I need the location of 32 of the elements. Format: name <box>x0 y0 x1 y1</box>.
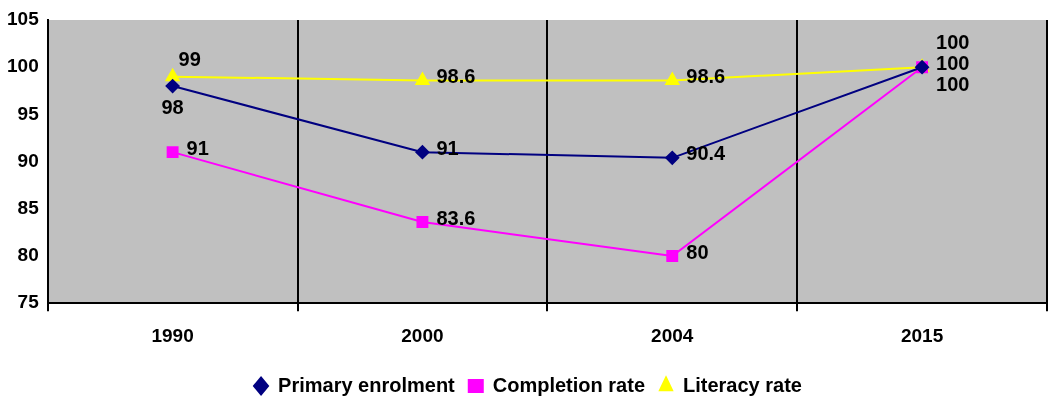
point <box>165 79 180 94</box>
y-tick-label: 80 <box>17 244 39 266</box>
y-tick-label: 105 <box>7 8 40 30</box>
legend-label: Completion rate <box>492 373 646 396</box>
data-label: 90.4 <box>686 142 727 165</box>
point <box>665 72 680 85</box>
data-label: 80 <box>686 240 709 263</box>
data-label: 100 <box>936 30 970 53</box>
point <box>415 72 430 85</box>
x-tick-label: 2015 <box>900 324 944 346</box>
y-tick-label: 75 <box>17 291 40 313</box>
x-tick-label: 1990 <box>151 324 194 346</box>
point <box>165 68 180 82</box>
data-label: 98 <box>161 95 184 118</box>
point <box>415 145 430 160</box>
y-tick-label: 85 <box>17 197 40 219</box>
data-label: 100 <box>936 72 970 95</box>
legend-label: Primary enrolment <box>278 373 456 396</box>
data-label: 83.6 <box>436 206 476 229</box>
data-label: 99 <box>178 48 201 71</box>
data-label: 91 <box>186 136 209 159</box>
y-tick-label: 90 <box>17 149 39 171</box>
y-tick-label: 95 <box>17 102 40 124</box>
point <box>166 146 179 159</box>
x-tick-label: 2000 <box>401 324 444 346</box>
legend-label: Literacy rate <box>683 373 802 396</box>
x-tick-label: 2004 <box>651 324 694 346</box>
point <box>416 216 429 228</box>
point <box>665 150 680 165</box>
data-label: 100 <box>936 51 970 74</box>
point <box>666 250 679 262</box>
y-tick-label: 100 <box>7 55 39 77</box>
